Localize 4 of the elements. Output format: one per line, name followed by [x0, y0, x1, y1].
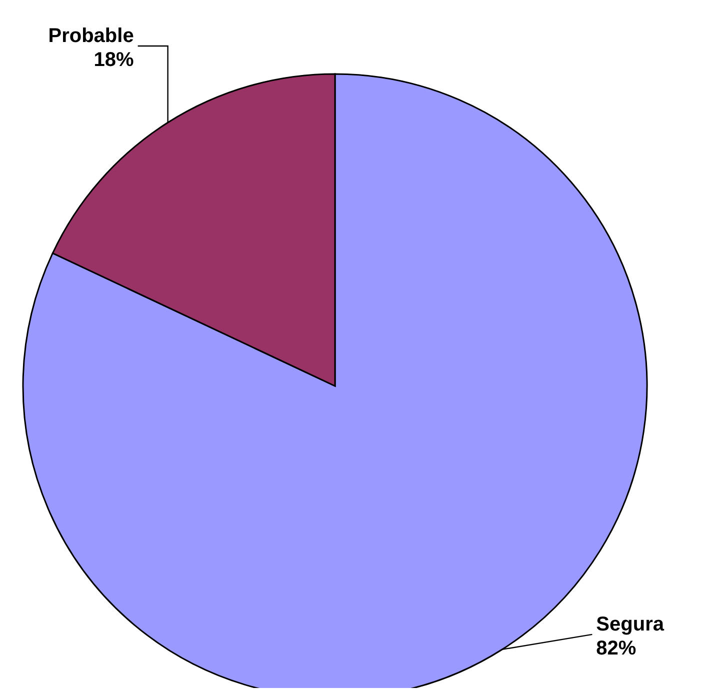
data-label: 82%: [596, 637, 636, 660]
data-label: 18%: [94, 49, 134, 71]
slice-label: Probable: [48, 25, 134, 47]
slice-label: Segura: [596, 613, 665, 636]
